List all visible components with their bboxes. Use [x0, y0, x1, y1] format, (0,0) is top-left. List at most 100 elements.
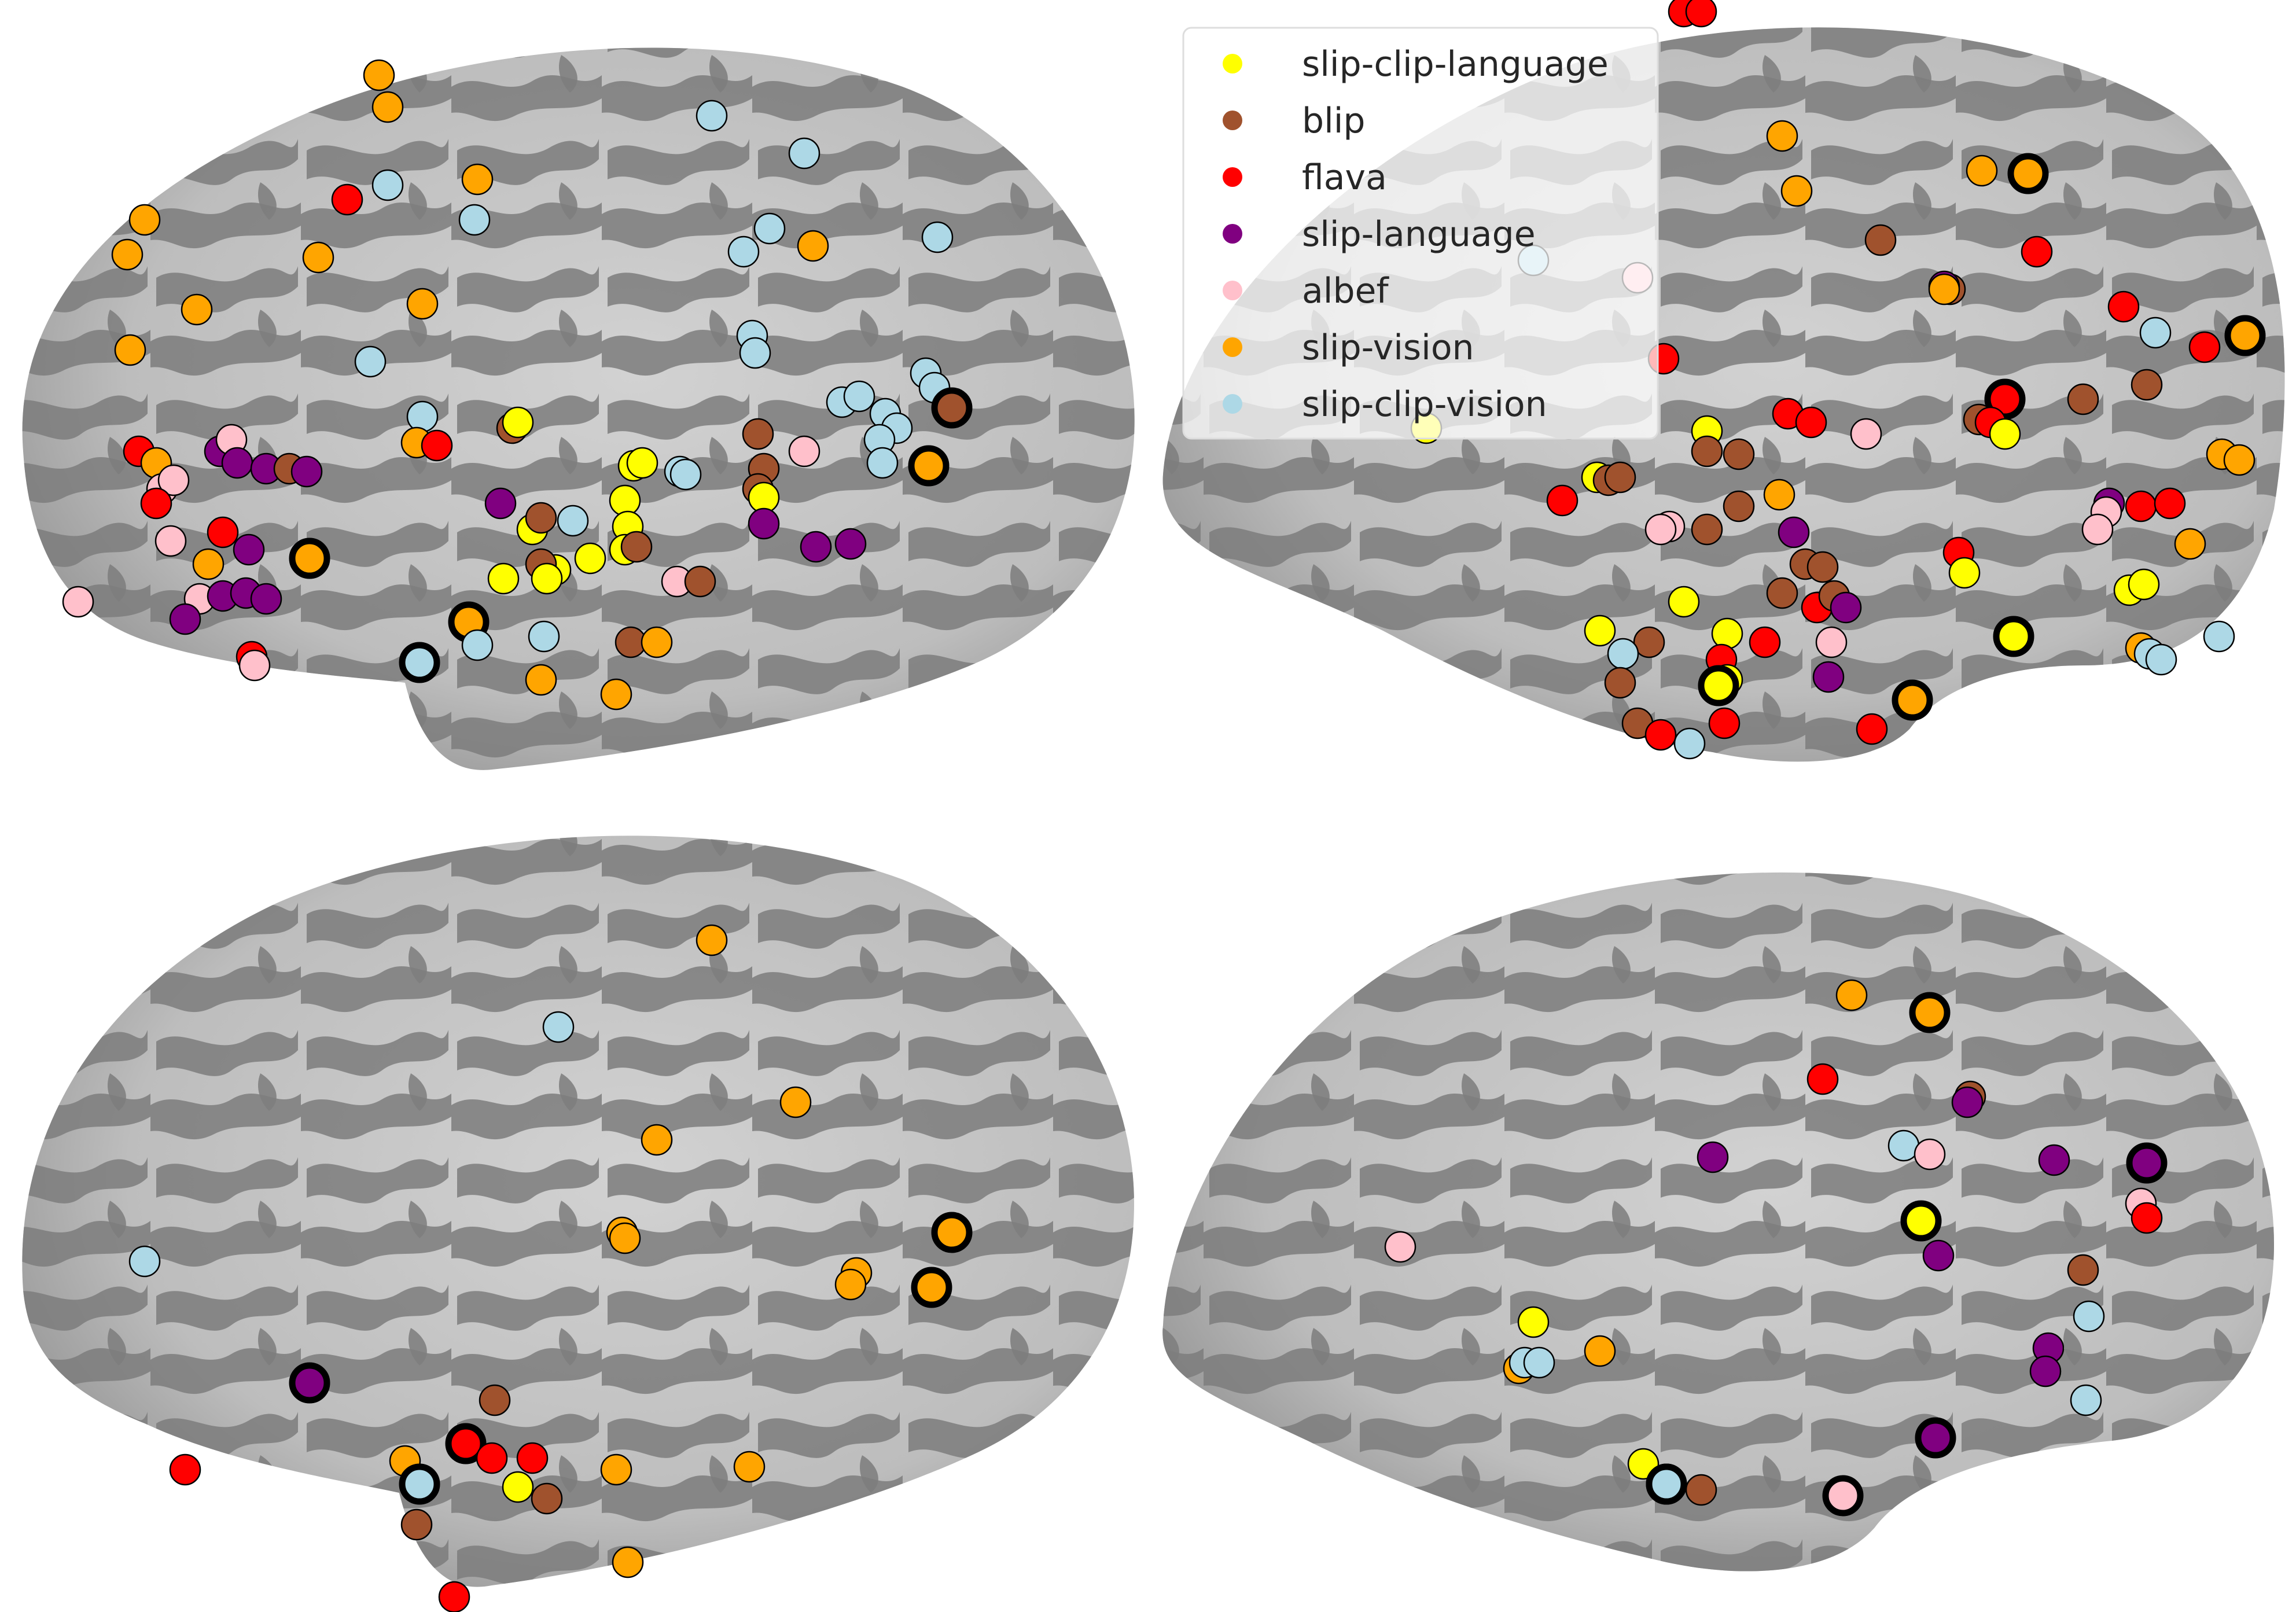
marker-flava — [476, 1442, 508, 1474]
marker-blip — [1691, 513, 1723, 546]
marker-slip-vision — [302, 241, 334, 274]
marker-blip — [1766, 577, 1798, 609]
marker-albef — [1914, 1138, 1946, 1171]
marker-slip-clip-vision — [696, 100, 728, 132]
marker-slip-language — [1830, 591, 1862, 624]
marker-flava — [207, 516, 239, 549]
marker-slip-vision — [2174, 528, 2206, 560]
marker-slip-clip-language — [626, 447, 658, 479]
marker-flava — [2107, 290, 2140, 323]
marker-slip-clip-language — [574, 542, 606, 575]
marker-slip-clip-vision — [371, 169, 404, 201]
marker-slip-clip-language — [502, 1471, 534, 1503]
marker-flava — [1806, 1063, 1839, 1095]
marker-slip-language — [1812, 661, 1845, 693]
marker-slip-clip-language — [1900, 1200, 1942, 1242]
marker-slip-vision — [1763, 479, 1795, 511]
legend-label: slip-language — [1302, 214, 1536, 255]
marker-slip-clip-vision — [2070, 1384, 2102, 1416]
marker-flava — [445, 1423, 487, 1464]
marker-slip-language — [290, 455, 323, 488]
marker-slip-language — [2029, 1355, 2062, 1388]
marker-albef — [1850, 418, 1882, 450]
legend: slip-clip-language blip flava slip-language… — [1182, 27, 1659, 440]
marker-slip-clip-vision — [739, 337, 771, 369]
marker-flava — [438, 1581, 470, 1612]
marker-slip-vision — [641, 626, 673, 658]
marker-flava — [2021, 235, 2053, 268]
marker-slip-vision — [609, 1222, 641, 1254]
marker-albef — [157, 464, 190, 496]
marker-slip-vision — [911, 1267, 952, 1308]
marker-slip-clip-language — [1948, 557, 1981, 589]
marker-slip-clip-vision — [399, 1463, 440, 1505]
marker-slip-clip-vision — [354, 345, 387, 378]
marker-flava — [421, 429, 453, 462]
marker-blip — [2067, 1254, 2099, 1286]
marker-blip — [2131, 369, 2163, 401]
marker-albef — [154, 525, 187, 557]
marker-blip — [1604, 667, 1636, 699]
marker-slip-vision — [128, 204, 161, 236]
marker-slip-language — [250, 583, 282, 615]
legend-label: slip-clip-language — [1302, 44, 1609, 84]
marker-slip-clip-vision — [2073, 1300, 2105, 1333]
marker-slip-vision — [406, 288, 439, 320]
marker-blip — [1633, 626, 1665, 658]
legend-marker-albef — [1223, 281, 1242, 300]
marker-slip-clip-language — [531, 562, 563, 595]
marker-slip-language — [233, 533, 265, 566]
marker-flava — [2131, 1202, 2163, 1234]
marker-slip-vision — [696, 924, 728, 956]
marker-slip-vision — [2223, 444, 2255, 476]
marker-slip-clip-vision — [727, 235, 760, 268]
marker-slip-language — [2038, 1144, 2070, 1176]
marker-slip-vision — [797, 230, 829, 262]
marker-slip-clip-language — [1584, 614, 1616, 647]
panel-top-left-brain — [22, 47, 1135, 770]
marker-blip — [684, 565, 716, 598]
marker-blip — [1723, 490, 1755, 522]
marker-blip — [479, 1384, 511, 1416]
marker-blip — [525, 502, 557, 534]
marker-slip-clip-vision — [866, 447, 899, 479]
marker-slip-language — [834, 528, 867, 560]
marker-slip-clip-vision — [128, 1245, 161, 1278]
marker-slip-vision — [641, 1124, 673, 1156]
marker-slip-language — [748, 507, 780, 540]
marker-slip-vision — [111, 238, 144, 271]
legend-marker-slip-clip-language — [1223, 54, 1242, 73]
marker-slip-vision — [931, 1212, 973, 1253]
marker-albef — [1822, 1475, 1864, 1517]
marker-slip-vision — [114, 334, 146, 366]
marker-slip-language — [484, 487, 517, 520]
marker-flava — [2125, 490, 2157, 522]
marker-slip-vision — [1966, 154, 1998, 187]
marker-slip-clip-language — [502, 406, 534, 439]
marker-blip — [931, 387, 973, 429]
marker-blip — [531, 1482, 563, 1515]
marker-slip-vision — [363, 59, 395, 91]
marker-albef — [2081, 513, 2114, 546]
marker-slip-clip-language — [1668, 586, 1700, 618]
marker-slip-vision — [371, 91, 404, 123]
legend-label: albef — [1302, 271, 1389, 311]
marker-flava — [169, 1453, 201, 1486]
marker-blip — [1864, 224, 1897, 256]
marker-slip-vision — [600, 1453, 632, 1486]
marker-slip-vision — [733, 1451, 766, 1483]
marker-slip-vision — [1928, 273, 1960, 306]
marker-slip-clip-vision — [2139, 316, 2172, 349]
marker-slip-vision — [192, 548, 225, 580]
marker-blip — [1723, 438, 1755, 470]
marker-slip-language — [1778, 516, 1810, 549]
marker-blip — [2067, 383, 2099, 415]
marker-slip-clip-vision — [843, 380, 875, 413]
marker-slip-vision — [1892, 679, 1933, 721]
marker-blip — [620, 531, 653, 563]
marker-slip-vision — [779, 1086, 812, 1118]
marker-slip-clip-vision — [2145, 643, 2177, 676]
marker-slip-clip-language — [1993, 616, 2034, 657]
marker-slip-language — [1922, 1239, 1955, 1272]
legend-box — [1182, 27, 1659, 440]
